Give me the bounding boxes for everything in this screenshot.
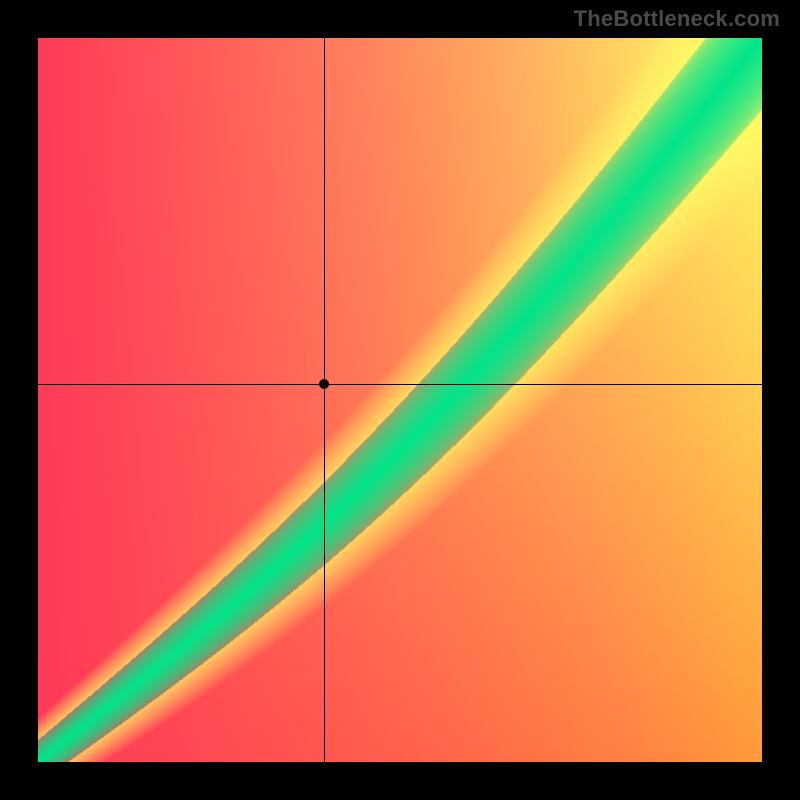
crosshair-horizontal (38, 384, 762, 385)
crosshair-marker (319, 379, 329, 389)
crosshair-vertical (324, 38, 325, 762)
chart-container: TheBottleneck.com (0, 0, 800, 800)
plot-area (38, 38, 762, 762)
watermark-text: TheBottleneck.com (574, 6, 780, 32)
heatmap-canvas (38, 38, 762, 762)
